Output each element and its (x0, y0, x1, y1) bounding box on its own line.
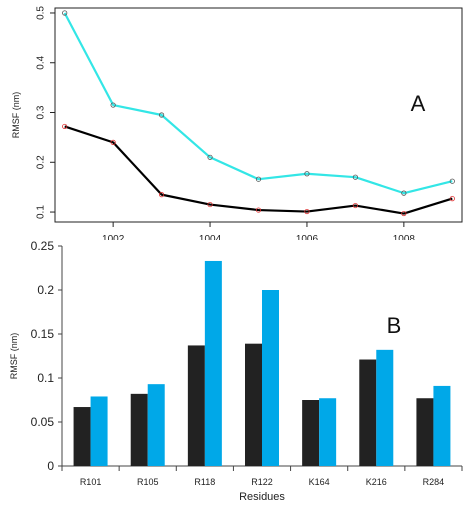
series-line-2 (65, 126, 453, 213)
x-tick-label: K216 (366, 477, 387, 487)
y-tick-label: 0.25 (31, 240, 55, 253)
bar-series-2 (262, 290, 279, 466)
bar-series-2 (319, 398, 336, 466)
y-tick-label: 0 (47, 459, 54, 473)
bar-series-2 (91, 396, 108, 466)
x-tick-label: R284 (423, 477, 445, 487)
bar-series-2 (148, 384, 165, 466)
x-tick-label: R101 (80, 477, 102, 487)
y-tick-label: 0.1 (37, 371, 54, 385)
y-tick-label: 0.4 (36, 55, 47, 69)
bar-series-1 (302, 400, 319, 466)
bar-chart-panel-b: 0 0.05 0.1 0.15 0.2 0.25 R101 R105 R118 R122 K164 K… (0, 240, 469, 531)
bar-series-1 (359, 360, 376, 466)
x-tick-label: R105 (137, 477, 159, 487)
bar-series-2 (205, 261, 222, 466)
x-tick-label: R118 (194, 477, 215, 487)
bar-series-1 (74, 407, 91, 466)
x-tick-label: K164 (309, 477, 330, 487)
y-tick-label: 0.3 (36, 105, 47, 119)
x-tick-label: R122 (251, 477, 273, 487)
y-tick-label: 0.5 (36, 6, 47, 20)
bar-series-1 (416, 398, 433, 466)
panel-label-a: A (411, 91, 426, 116)
y-tick-label: 0.2 (36, 155, 47, 169)
y-tick-label: 0.05 (31, 415, 55, 429)
bar-series-2 (433, 386, 450, 466)
y-tick-label: 0.15 (31, 327, 55, 341)
y-tick-label: 0.1 (36, 205, 47, 219)
bar-series-2 (376, 350, 393, 466)
y-axis-title: RMSF (nm) (9, 333, 19, 380)
bar-series-1 (188, 345, 205, 466)
plot-frame-a (55, 8, 462, 222)
series-line-1 (65, 13, 453, 193)
bar-series-1 (131, 394, 148, 466)
panel-label-b: B (387, 313, 402, 338)
y-axis-title: RMSF (nm) (11, 92, 21, 139)
bar-series-1 (245, 344, 262, 466)
x-axis-title: Residues (239, 491, 285, 503)
y-tick-label: 0.2 (37, 283, 54, 297)
